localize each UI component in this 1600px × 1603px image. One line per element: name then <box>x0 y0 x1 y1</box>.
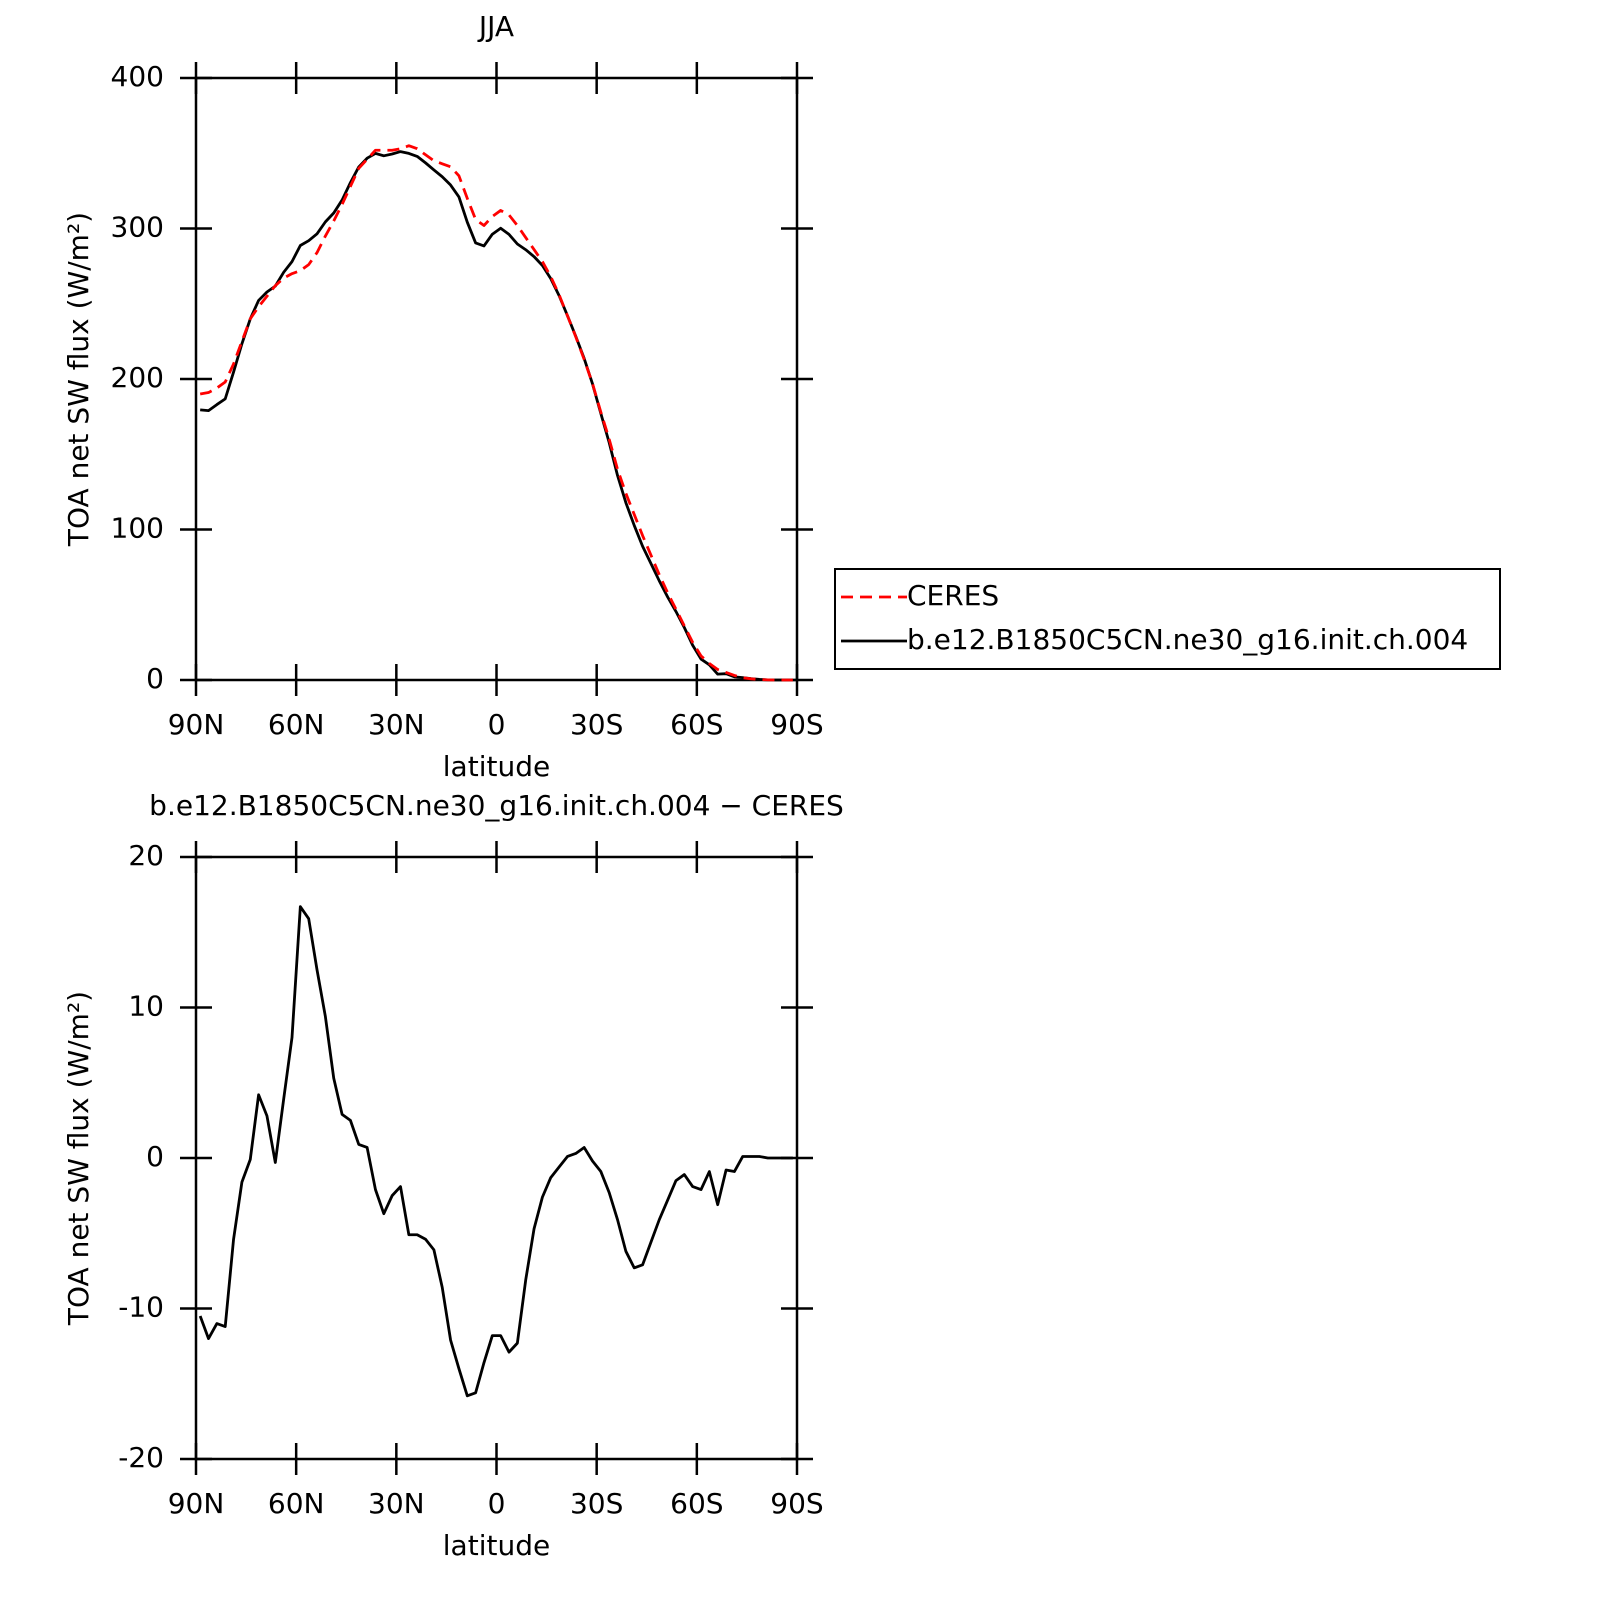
x-tick-label: 30N <box>368 708 425 741</box>
chart-title: b.e12.B1850C5CN.ne30_g16.init.ch.004 − C… <box>149 789 844 822</box>
x-tick-label: 90N <box>168 1487 225 1520</box>
chart-panel: b.e12.B1850C5CN.ne30_g16.init.ch.004 − C… <box>62 789 844 1562</box>
data-line <box>200 150 793 682</box>
x-tick-label: 90S <box>770 1487 823 1520</box>
x-tick-label: 60N <box>268 1487 325 1520</box>
y-tick-label: 400 <box>111 60 164 93</box>
chart-panel: JJA latitude TOA net SW flux (W/m²) 0 100 200… <box>62 10 1501 783</box>
y-tick-label: 20 <box>128 839 164 872</box>
legend-label: CERES <box>907 579 999 612</box>
y-axis-label: TOA net SW flux (W/m²) <box>62 991 95 1326</box>
y-tick-label: 200 <box>111 361 164 394</box>
y-tick-label: 100 <box>111 512 164 545</box>
x-tick-label: 0 <box>488 708 506 741</box>
data-line <box>198 905 793 1398</box>
y-tick-label: 0 <box>146 662 164 695</box>
x-tick-label: 30S <box>570 708 623 741</box>
legend-label: b.e12.B1850C5CN.ne30_g16.init.ch.004 <box>907 623 1468 656</box>
x-tick-label: 30N <box>368 1487 425 1520</box>
x-axis-label: latitude <box>443 750 550 783</box>
x-tick-label: 90S <box>770 708 823 741</box>
y-tick-label: -10 <box>118 1291 164 1324</box>
x-tick-label: 90N <box>168 708 225 741</box>
legend: CERES b.e12.B1850C5CN.ne30_g16.init.ch.00… <box>834 568 1501 670</box>
x-tick-label: 30S <box>570 1487 623 1520</box>
y-axis-label: TOA net SW flux (W/m²) <box>62 212 95 547</box>
y-tick-label: 10 <box>128 990 164 1023</box>
plot-frame <box>194 76 799 682</box>
y-tick-label: 0 <box>146 1140 164 1173</box>
chart-title: JJA <box>477 10 514 43</box>
y-tick-label: 300 <box>111 211 164 244</box>
plot-frame <box>194 855 799 1461</box>
x-tick-label: 60S <box>670 1487 723 1520</box>
x-axis-label: latitude <box>443 1529 550 1562</box>
legend-box <box>834 568 1501 670</box>
y-tick-label: -20 <box>118 1441 164 1474</box>
data-line <box>199 144 793 682</box>
x-tick-label: 60S <box>670 708 723 741</box>
x-tick-label: 60N <box>268 708 325 741</box>
x-tick-label: 0 <box>488 1487 506 1520</box>
